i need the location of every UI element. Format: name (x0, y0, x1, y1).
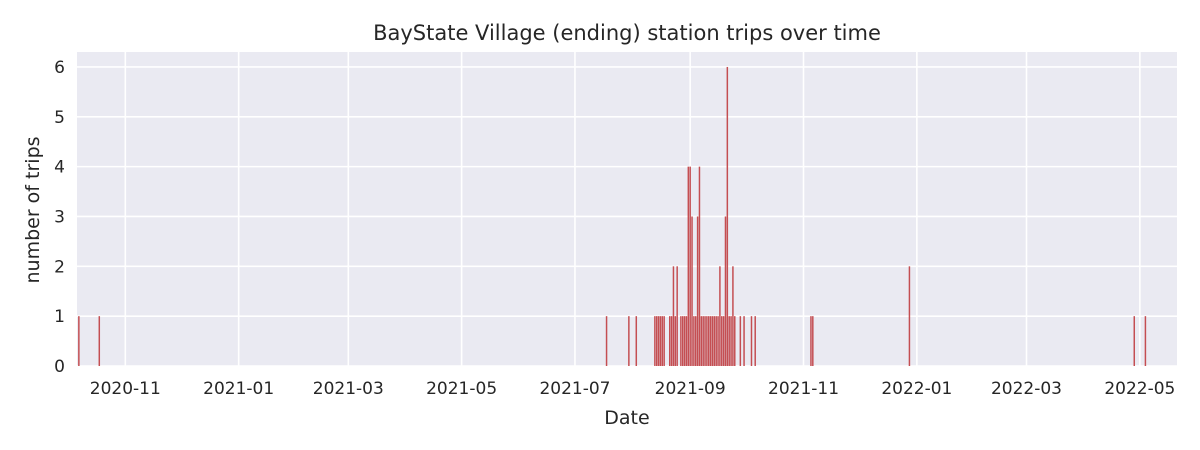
bar (728, 316, 730, 366)
bar (683, 316, 686, 366)
bar (743, 316, 745, 366)
bar (713, 316, 716, 366)
bar (674, 316, 677, 366)
bar (1133, 316, 1136, 366)
bar (635, 316, 638, 366)
bar (689, 166, 691, 366)
bar (715, 316, 717, 366)
bar (687, 166, 690, 366)
y-tick-label: 5 (54, 108, 65, 128)
bar (724, 216, 727, 366)
bar (754, 316, 756, 366)
bar (726, 66, 729, 366)
bar (663, 316, 665, 366)
x-tick-label: 2021-07 (539, 379, 610, 399)
bar (717, 316, 719, 366)
y-axis-ticks: 0 1 2 3 4 5 6 (54, 58, 65, 377)
bar (98, 316, 101, 366)
bar (702, 316, 704, 366)
bar (680, 316, 682, 366)
bar (1144, 316, 1147, 366)
bar (695, 316, 697, 366)
bar (628, 316, 630, 366)
bar (672, 266, 675, 366)
chart-title: BayState Village (ending) station trips … (373, 21, 881, 45)
bar (605, 316, 608, 366)
bar (698, 166, 701, 366)
bar (685, 316, 688, 366)
x-tick-label: 2020-11 (90, 379, 161, 399)
bar (721, 316, 723, 366)
bar (730, 316, 732, 366)
bar (655, 316, 658, 366)
x-tick-label: 2022-01 (881, 379, 952, 399)
bar (670, 316, 673, 366)
bar (908, 266, 911, 366)
bar (682, 316, 684, 366)
bar (711, 316, 714, 366)
bar (709, 316, 712, 366)
bars (78, 66, 1147, 366)
bar (708, 316, 710, 366)
bar (696, 216, 699, 366)
x-axis-ticks: 2020-11 2021-01 2021-03 2021-05 2021-07 2021-… (90, 379, 1176, 399)
bar (722, 316, 725, 366)
bar (750, 316, 753, 366)
bar (657, 316, 660, 366)
y-tick-label: 6 (54, 58, 65, 78)
y-tick-label: 0 (54, 357, 65, 377)
x-tick-label: 2021-05 (426, 379, 497, 399)
bar (78, 316, 80, 366)
bar (668, 316, 671, 366)
bar (810, 316, 812, 366)
bar (693, 316, 695, 366)
bar (654, 316, 656, 366)
x-tick-label: 2021-09 (655, 379, 726, 399)
x-tick-label: 2021-03 (313, 379, 384, 399)
bar (734, 316, 736, 366)
x-tick-label: 2021-11 (768, 379, 839, 399)
x-axis-label: Date (604, 407, 649, 429)
bar (661, 316, 664, 366)
x-tick-label: 2021-01 (203, 379, 274, 399)
bar (719, 266, 721, 366)
bar (691, 216, 693, 366)
bar (812, 316, 814, 366)
bar (732, 266, 734, 366)
plot-background (77, 52, 1177, 366)
y-tick-label: 3 (54, 207, 65, 227)
bar (706, 316, 708, 366)
grid-lines (77, 52, 1177, 367)
y-tick-label: 1 (54, 307, 65, 327)
y-axis-label: number of trips (22, 136, 44, 283)
bar (700, 316, 703, 366)
bar (659, 316, 662, 366)
bar (739, 316, 742, 366)
x-tick-label: 2022-03 (991, 379, 1062, 399)
y-tick-label: 4 (54, 158, 65, 178)
bar (704, 316, 706, 366)
x-tick-label: 2022-05 (1104, 379, 1175, 399)
bar (676, 266, 678, 366)
y-tick-label: 2 (54, 257, 65, 277)
